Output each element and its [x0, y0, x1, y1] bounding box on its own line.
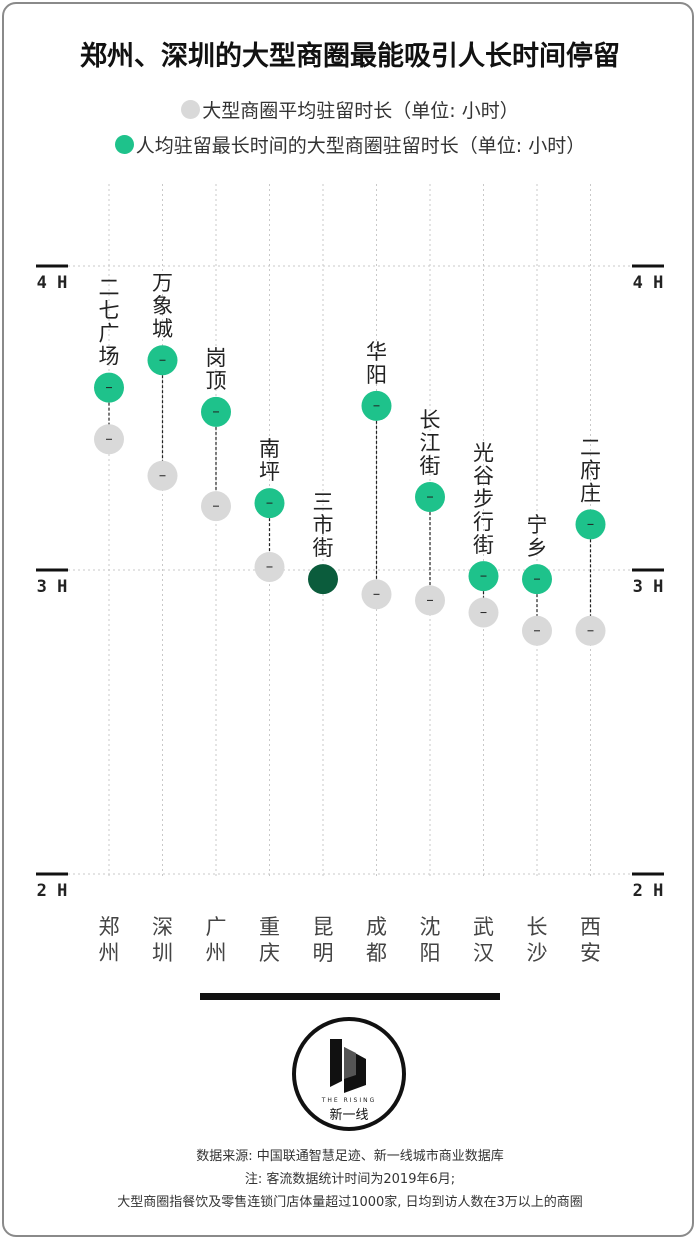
point-label: 岗顶: [206, 346, 227, 393]
legend-gray-dot: [181, 100, 201, 119]
point-label: 光谷步行街: [473, 441, 494, 557]
x-tick-label: 郑州: [99, 915, 120, 965]
legend-item-average: 大型商圈平均驻留时长（单位: 小时）: [0, 96, 700, 123]
x-tick-label: 深圳: [152, 915, 173, 965]
logo-mark-icon: [330, 1039, 366, 1093]
x-tick-label: 西安: [580, 915, 601, 965]
legend-item-max: 人均驻留最长时间的大型商圈驻留时长（单位: 小时）: [0, 131, 700, 158]
x-tick-label: 沈阳: [420, 915, 441, 965]
legend-average-label: 大型商圈平均驻留时长（单位: 小时）: [202, 100, 519, 122]
chart-title: 郑州、深圳的大型商圈最能吸引人长时间停留: [80, 41, 620, 72]
point-label: 三市街: [313, 490, 334, 560]
x-tick-label: 成都: [366, 915, 387, 965]
highlight-point: [308, 564, 338, 595]
point-label: 二府庄: [580, 435, 601, 505]
x-tick-label: 昆明: [313, 915, 334, 965]
y-tick-label-left: 4 H: [37, 273, 68, 293]
y-tick-label-right: 3 H: [633, 577, 664, 597]
y-tick-label-left: 3 H: [37, 577, 68, 597]
y-tick-label-right: 2 H: [633, 881, 664, 901]
legend-max-label: 人均驻留最长时间的大型商圈驻留时长（单位: 小时）: [135, 135, 586, 157]
logo-english: THE RISING: [321, 1097, 377, 1104]
logo-chinese: 新一线: [329, 1108, 369, 1123]
x-tick-label: 长沙: [527, 915, 548, 965]
y-tick-label-right: 4 H: [633, 273, 664, 293]
x-tick-label: 重庆: [259, 915, 280, 965]
divider-bar: [200, 993, 500, 1000]
point-label: 长江街: [420, 408, 441, 478]
footer-source: 数据来源: 中国联通智慧足迹、新一线城市商业数据库: [196, 1149, 504, 1164]
brand-logo: THE RISING 新一线: [292, 1017, 406, 1131]
y-tick-label-left: 2 H: [37, 881, 68, 901]
footer-definition: 大型商圈指餐饮及零售连锁门店体量超过1000家, 日均到访人数在3万以上的商圈: [117, 1195, 583, 1210]
x-tick-label: 广州: [206, 915, 227, 965]
point-label: 二七广场: [99, 276, 120, 369]
point-label: 万象城: [152, 271, 173, 341]
x-tick-label: 武汉: [473, 915, 494, 965]
point-label: 宁乡: [527, 513, 548, 560]
legend-green-dot: [114, 135, 134, 154]
footer-note: 注: 客流数据统计时间为2019年6月;: [244, 1172, 456, 1187]
point-label: 南坪: [259, 437, 280, 484]
point-label: 华阳: [366, 340, 387, 387]
